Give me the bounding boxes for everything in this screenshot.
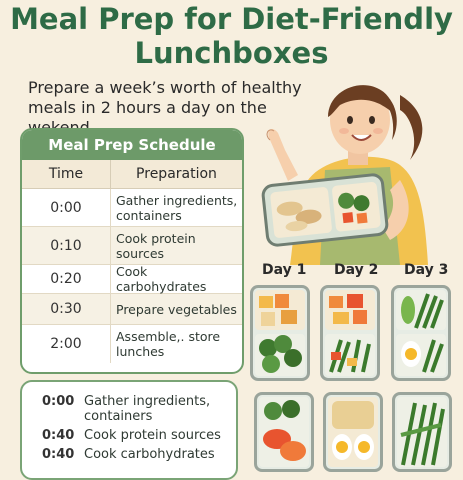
lunchbox-food: [259, 397, 309, 467]
row-time: 0:30: [22, 294, 111, 324]
lunchbox-food: [396, 290, 446, 376]
title-line-1: Meal Prep for Diet-Friendly: [10, 2, 453, 36]
lunchbox-day1-a: [250, 285, 310, 381]
table-row: 2:00 Assemble,. store lunches: [22, 325, 242, 363]
meal-prep-schedule-card: Meal Prep Schedule Time Preparation 0:00…: [20, 128, 244, 374]
lunchbox-day3-a: [391, 285, 451, 381]
lunchbox-day2-a: [320, 285, 380, 381]
row-prep: Gather ingredients, containers: [116, 192, 238, 223]
item-time: 0:40: [42, 447, 75, 462]
lunchbox-food: [255, 290, 305, 376]
lunchbox-day1-b: [254, 392, 314, 472]
table-row: 0:20 Cook carbohydrates: [22, 264, 242, 294]
lunchbox-day3-b: [392, 392, 452, 472]
schedule-title: Meal Prep Schedule: [22, 130, 242, 160]
row-prep: Assemble,. store lunches: [116, 329, 221, 359]
item-prep: Gather ingredients, containers: [84, 394, 211, 424]
item-prep: Cook protein sources: [84, 428, 221, 443]
row-prep: Prepare vegetables: [116, 301, 237, 317]
row-prep: Cook carbohydrates: [116, 264, 207, 294]
time-column-header: Time: [22, 160, 111, 188]
day-2-label: Day 2: [334, 262, 379, 278]
lunchbox-food: [325, 290, 375, 376]
preparation-column-header: Preparation: [136, 166, 217, 182]
table-row: 0:30 Prepare vegetables: [22, 294, 242, 325]
row-prep: Cook protein sources: [116, 230, 196, 261]
item-time: 0:00: [42, 394, 75, 409]
subtitle: Prepare a week’s worth of healthy meals …: [28, 78, 302, 137]
lunchbox-food: [397, 397, 447, 467]
lunchbox-day2-b: [323, 392, 383, 472]
row-time: 0:20: [22, 265, 111, 293]
day-1-label: Day 1: [262, 262, 307, 278]
schedule-summary-card: 0:00 Gather ingredients, containers 0:40…: [20, 380, 238, 480]
row-time: 0:10: [22, 227, 111, 264]
item-prep: Cook carbohydrates: [84, 447, 215, 462]
row-time: 0:00: [22, 189, 111, 226]
list-item: 0:40 Cook protein sources: [42, 428, 236, 443]
schedule-body: 0:00 Gather ingredients, containers 0:10…: [22, 189, 242, 363]
woman-illustration: [261, 85, 428, 265]
table-row: 0:00 Gather ingredients, containers: [22, 189, 242, 227]
lunchbox-food: [328, 397, 378, 467]
schedule-header-row: Time Preparation: [22, 160, 242, 189]
list-item: 0:00 Gather ingredients, containers: [42, 394, 236, 424]
list-item: 0:40 Cook carbohydrates: [42, 447, 236, 462]
title-line-2: Lunchboxes: [134, 36, 329, 70]
table-row: 0:10 Cook protein sources: [22, 227, 242, 265]
page-title: Meal Prep for Diet-Friendly Lunchboxes: [0, 2, 463, 70]
item-time: 0:40: [42, 428, 75, 443]
row-time: 2:00: [22, 325, 111, 363]
day-3-label: Day 3: [404, 262, 449, 278]
